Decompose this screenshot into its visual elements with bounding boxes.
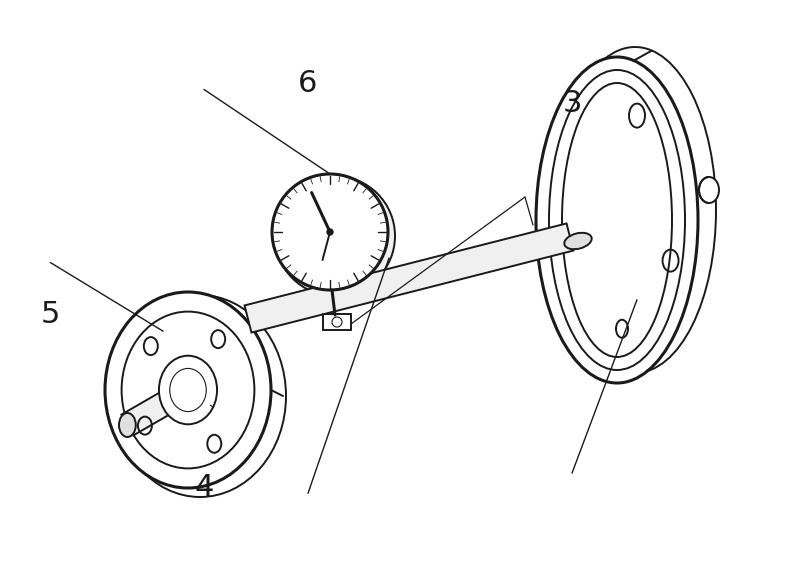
Text: 5: 5 bbox=[41, 300, 60, 329]
Ellipse shape bbox=[327, 229, 333, 235]
Ellipse shape bbox=[699, 177, 719, 203]
Ellipse shape bbox=[272, 174, 388, 290]
Ellipse shape bbox=[562, 83, 672, 357]
Ellipse shape bbox=[159, 355, 217, 424]
Text: 3: 3 bbox=[562, 89, 582, 118]
Polygon shape bbox=[122, 380, 194, 436]
Text: 6: 6 bbox=[298, 69, 318, 98]
Ellipse shape bbox=[105, 292, 271, 488]
Ellipse shape bbox=[536, 57, 698, 383]
Ellipse shape bbox=[275, 176, 395, 296]
Ellipse shape bbox=[564, 233, 592, 249]
Polygon shape bbox=[245, 223, 574, 332]
Ellipse shape bbox=[119, 413, 136, 437]
Text: 4: 4 bbox=[194, 473, 214, 502]
Ellipse shape bbox=[536, 57, 698, 383]
